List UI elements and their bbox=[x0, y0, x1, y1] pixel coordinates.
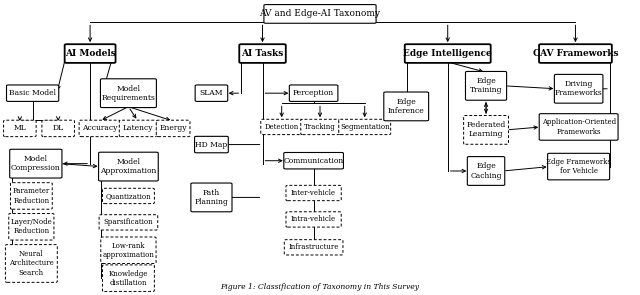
FancyBboxPatch shape bbox=[286, 185, 341, 201]
FancyBboxPatch shape bbox=[239, 44, 286, 63]
FancyBboxPatch shape bbox=[10, 183, 52, 209]
Text: SLAM: SLAM bbox=[200, 89, 223, 97]
Text: Segmentation: Segmentation bbox=[340, 123, 390, 131]
FancyBboxPatch shape bbox=[284, 240, 343, 255]
Text: Parameter
Reduction: Parameter Reduction bbox=[13, 187, 50, 204]
Text: Detection: Detection bbox=[264, 123, 299, 131]
Text: Edge
Inference: Edge Inference bbox=[388, 98, 424, 115]
FancyBboxPatch shape bbox=[99, 215, 157, 230]
FancyBboxPatch shape bbox=[195, 85, 228, 101]
Text: ML: ML bbox=[13, 124, 26, 132]
FancyBboxPatch shape bbox=[554, 74, 603, 103]
FancyBboxPatch shape bbox=[4, 120, 36, 137]
FancyBboxPatch shape bbox=[339, 119, 390, 135]
Text: Path
Planning: Path Planning bbox=[195, 189, 228, 206]
FancyBboxPatch shape bbox=[284, 153, 344, 169]
FancyBboxPatch shape bbox=[156, 120, 190, 137]
Text: Intra-vehicle: Intra-vehicle bbox=[291, 215, 336, 223]
FancyBboxPatch shape bbox=[301, 119, 339, 135]
Text: Communication: Communication bbox=[284, 157, 344, 165]
FancyBboxPatch shape bbox=[540, 114, 618, 140]
Text: Edge Intelligence: Edge Intelligence bbox=[403, 49, 492, 58]
Text: Model
Compression: Model Compression bbox=[11, 155, 61, 172]
Text: AV and Edge-AI Taxonomy: AV and Edge-AI Taxonomy bbox=[259, 9, 381, 18]
FancyBboxPatch shape bbox=[463, 116, 508, 144]
Text: Perception: Perception bbox=[293, 89, 334, 97]
Text: CAV Frameworks: CAV Frameworks bbox=[532, 49, 618, 58]
FancyBboxPatch shape bbox=[119, 120, 157, 137]
Text: Edge
Training: Edge Training bbox=[470, 77, 502, 94]
Text: HD Map: HD Map bbox=[195, 140, 228, 149]
Text: Federated
Learning: Federated Learning bbox=[467, 121, 506, 138]
FancyBboxPatch shape bbox=[100, 79, 156, 108]
FancyBboxPatch shape bbox=[289, 85, 338, 101]
Text: AI Models: AI Models bbox=[65, 49, 115, 58]
FancyBboxPatch shape bbox=[539, 44, 612, 63]
FancyBboxPatch shape bbox=[384, 92, 429, 121]
FancyBboxPatch shape bbox=[42, 120, 74, 137]
Text: Layer/Node
Reduction: Layer/Node Reduction bbox=[10, 218, 52, 235]
Text: Infrastructure: Infrastructure bbox=[289, 243, 339, 251]
Text: AI Tasks: AI Tasks bbox=[241, 49, 284, 58]
Text: Latency: Latency bbox=[123, 124, 153, 132]
FancyBboxPatch shape bbox=[286, 212, 341, 227]
FancyBboxPatch shape bbox=[465, 71, 507, 100]
FancyBboxPatch shape bbox=[102, 188, 154, 204]
Text: Quantization: Quantization bbox=[106, 192, 151, 200]
Text: Inter-vehicle: Inter-vehicle bbox=[291, 189, 336, 197]
Text: Edge Frameworks
for Vehicle: Edge Frameworks for Vehicle bbox=[546, 158, 611, 175]
FancyBboxPatch shape bbox=[99, 152, 158, 181]
Text: Driving
Frameworks: Driving Frameworks bbox=[555, 80, 602, 97]
FancyBboxPatch shape bbox=[191, 183, 232, 212]
Text: Tracking: Tracking bbox=[304, 123, 336, 131]
Text: Neural
Architecture
Search: Neural Architecture Search bbox=[9, 250, 54, 277]
FancyBboxPatch shape bbox=[5, 245, 58, 282]
FancyBboxPatch shape bbox=[467, 157, 505, 185]
FancyBboxPatch shape bbox=[404, 44, 491, 63]
FancyBboxPatch shape bbox=[264, 4, 376, 23]
Text: DL: DL bbox=[52, 124, 64, 132]
FancyBboxPatch shape bbox=[79, 120, 120, 137]
Text: Accuracy: Accuracy bbox=[82, 124, 117, 132]
FancyBboxPatch shape bbox=[102, 265, 154, 291]
Text: Knowledge
distillation: Knowledge distillation bbox=[109, 270, 148, 287]
Text: Energy: Energy bbox=[159, 124, 187, 132]
Text: Model
Requirements: Model Requirements bbox=[102, 85, 156, 102]
FancyBboxPatch shape bbox=[65, 44, 116, 63]
Text: Model
Approximation: Model Approximation bbox=[100, 158, 157, 175]
FancyBboxPatch shape bbox=[260, 119, 303, 135]
Text: Low-rank
approximation: Low-rank approximation bbox=[102, 242, 154, 259]
FancyBboxPatch shape bbox=[100, 237, 156, 263]
Text: Sparsification: Sparsification bbox=[104, 218, 153, 226]
Text: Basic Model: Basic Model bbox=[9, 89, 56, 97]
Text: Edge
Caching: Edge Caching bbox=[470, 162, 502, 180]
Text: Application-Oriented
Frameworks: Application-Oriented Frameworks bbox=[541, 118, 616, 135]
FancyBboxPatch shape bbox=[6, 85, 59, 101]
FancyBboxPatch shape bbox=[548, 153, 610, 180]
FancyBboxPatch shape bbox=[195, 136, 228, 153]
FancyBboxPatch shape bbox=[9, 214, 54, 240]
Text: Figure 1: Classification of Taxonomy in This Survey: Figure 1: Classification of Taxonomy in … bbox=[221, 283, 419, 291]
FancyBboxPatch shape bbox=[10, 149, 62, 178]
